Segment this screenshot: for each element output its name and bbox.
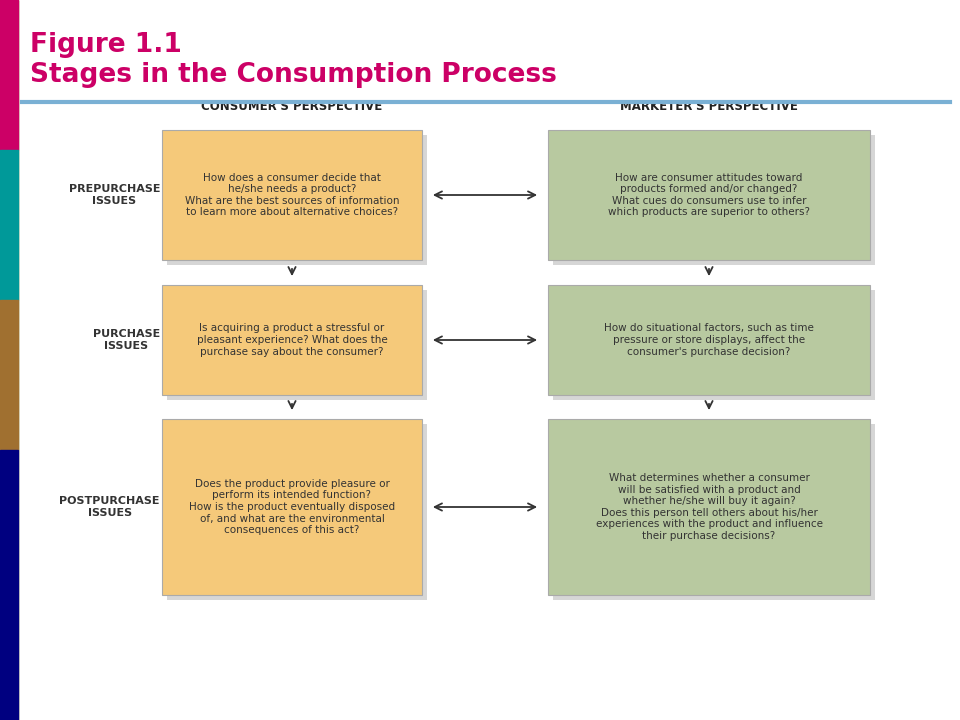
Bar (553, 135, 875, 265)
Bar (162, 419, 422, 595)
Text: What determines whether a consumer
will be satisfied with a product and
whether : What determines whether a consumer will … (595, 473, 823, 541)
Bar (167, 135, 427, 265)
Bar (0, 300, 18, 450)
Bar (167, 290, 427, 400)
Bar (553, 424, 875, 600)
Bar (0, 450, 18, 720)
Text: CONSUMER'S PERSPECTIVE: CONSUMER'S PERSPECTIVE (202, 100, 383, 113)
Text: PURCHASE
ISSUES: PURCHASE ISSUES (93, 329, 160, 351)
Bar (0, 0, 18, 720)
Bar (548, 419, 870, 595)
Text: How do situational factors, such as time
pressure or store displays, affect the
: How do situational factors, such as time… (604, 323, 814, 356)
Bar (548, 285, 870, 395)
Bar (0, 0, 18, 150)
Text: Stages in the Consumption Process: Stages in the Consumption Process (30, 62, 557, 88)
Bar (162, 130, 422, 260)
Text: Does the product provide pleasure or
perform its intended function?
How is the p: Does the product provide pleasure or per… (189, 479, 396, 535)
Text: How does a consumer decide that
he/she needs a product?
What are the best source: How does a consumer decide that he/she n… (184, 173, 399, 217)
Bar (553, 290, 875, 400)
Bar (548, 130, 870, 260)
Text: Is acquiring a product a stressful or
pleasant experience? What does the
purchas: Is acquiring a product a stressful or pl… (197, 323, 388, 356)
Bar (0, 150, 18, 300)
Text: MARKETER'S PERSPECTIVE: MARKETER'S PERSPECTIVE (620, 100, 798, 113)
Text: PREPURCHASE
ISSUES: PREPURCHASE ISSUES (68, 184, 160, 206)
Text: How are consumer attitudes toward
products formed and/or changed?
What cues do c: How are consumer attitudes toward produc… (608, 173, 810, 217)
Bar (162, 285, 422, 395)
Bar (167, 424, 427, 600)
Text: Figure 1.1: Figure 1.1 (30, 32, 181, 58)
Text: POSTPURCHASE
ISSUES: POSTPURCHASE ISSUES (60, 496, 160, 518)
